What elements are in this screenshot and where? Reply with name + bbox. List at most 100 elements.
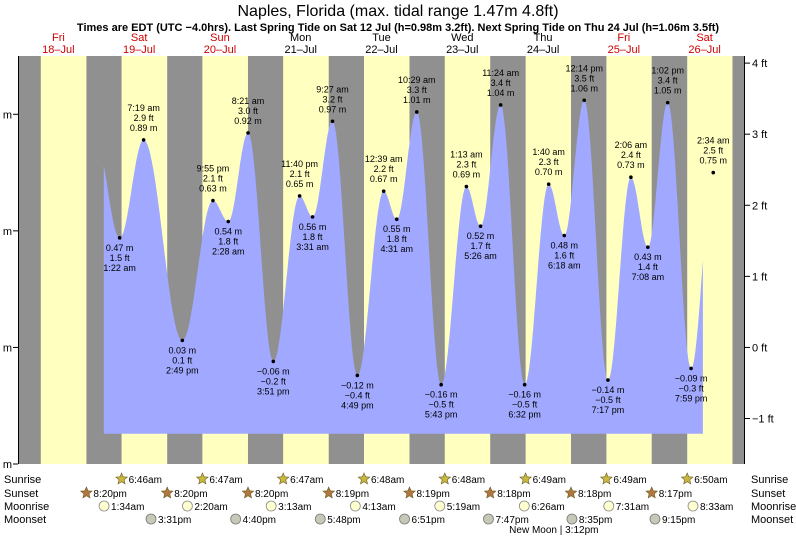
tide-time-label: 2:06 am <box>615 140 648 150</box>
tide-feet-label: −0.2 ft <box>261 376 287 386</box>
day-name-label: Thu <box>534 32 553 44</box>
tide-time-label: 6:32 pm <box>508 410 541 420</box>
day-name-label: Fri <box>52 32 65 44</box>
tide-metre-label: 0.92 m <box>234 116 262 126</box>
tide-time-label: 9:55 pm <box>197 164 230 174</box>
left-tick-label: 0.5 m <box>0 226 12 238</box>
day-name-label: Fri <box>617 32 630 44</box>
night-band <box>732 56 745 464</box>
tide-metre-label: 1.04 m <box>487 88 515 98</box>
tide-feet-label: −0.5 ft <box>595 395 621 405</box>
tide-feet-label: −0.4 ft <box>345 390 371 400</box>
moonrise-icon <box>349 500 361 512</box>
tide-time-label: 10:29 am <box>398 75 436 85</box>
tide-time-label: 8:21 am <box>232 96 265 106</box>
day-date-label: 24–Jul <box>527 44 559 56</box>
tide-point <box>464 184 469 189</box>
day-labels: Fri18–JulSat19–JulSun20–JulMon21–JulTue2… <box>42 32 721 56</box>
moonset-icon <box>483 513 494 525</box>
sunset-star-icon <box>160 486 174 499</box>
tide-point <box>498 103 503 107</box>
right-tick-label: 3 ft <box>752 129 767 141</box>
night-band <box>18 56 41 464</box>
tide-feet-label: 1.4 ft <box>638 262 659 272</box>
moonrise-time: 5:19am <box>447 502 480 513</box>
tide-metre-label: 0.52 m <box>467 231 495 241</box>
day-name-label: Wed <box>451 32 473 44</box>
tide-metre-label: 1.05 m <box>654 86 682 96</box>
moonrise-time: 8:33am <box>700 502 733 513</box>
left-tick-label: 1.0 m <box>0 109 12 121</box>
moonrise-icon <box>518 500 530 512</box>
day-date-label: 18–Jul <box>42 44 74 56</box>
tide-time-label: 1:40 am <box>532 147 565 157</box>
moonset-time: 3:31pm <box>158 515 191 526</box>
tide-metre-label: 1.01 m <box>403 95 431 105</box>
sunset-row-label-right: Sunset <box>751 488 785 500</box>
sunset-star-icon <box>79 486 93 499</box>
tide-time-label: 1:22 am <box>103 263 136 273</box>
tide-metre-label: 0.48 m <box>551 241 579 251</box>
moonset-time: 4:40pm <box>243 515 276 526</box>
tide-point <box>546 182 551 187</box>
tide-point <box>414 110 419 114</box>
tide-time-label: 7:59 pm <box>675 393 708 403</box>
sunrise-star-icon <box>357 472 371 485</box>
moonrise-icon <box>181 500 193 512</box>
tide-metre-label: −0.09 m <box>675 373 708 383</box>
tide-point <box>381 189 386 194</box>
tide-time-label: 1:02 pm <box>651 66 684 76</box>
day-date-label: 26–Jul <box>688 44 720 56</box>
day-name-label: Sat <box>696 32 713 44</box>
tide-time-label: 5:26 am <box>464 251 497 261</box>
sunrise-star-icon <box>599 472 613 485</box>
sunrise-row-label-right: Sunrise <box>751 474 788 486</box>
moonrise-icon <box>98 500 110 512</box>
tide-time-label: 3:31 am <box>296 242 329 252</box>
moonrise-icon <box>687 500 699 512</box>
sunset-time: 8:18pm <box>578 489 611 500</box>
tide-time-label: 2:49 pm <box>166 365 199 375</box>
tide-metre-label: 0.55 m <box>383 224 411 234</box>
sunrise-time: 6:49am <box>613 475 646 486</box>
tide-water-area <box>103 100 703 434</box>
moonrise-time: 1:34am <box>111 502 144 513</box>
moonrise-time: 7:31am <box>616 502 649 513</box>
tide-feet-label: 2.1 ft <box>203 174 224 184</box>
moonset-icon <box>649 513 661 525</box>
left-tick-label: 0.0 m <box>0 342 12 354</box>
tide-point <box>271 359 276 364</box>
tide-feet-label: 1.8 ft <box>218 237 239 247</box>
day-date-label: 22–Jul <box>365 44 397 56</box>
sunset-row-label-left: Sunset <box>4 488 38 500</box>
tide-time-label: 5:43 pm <box>425 410 458 420</box>
day-date-label: 23–Jul <box>446 44 478 56</box>
tide-feet-label: −0.3 ft <box>678 383 704 393</box>
sunset-time: 8:19pm <box>417 489 450 500</box>
chart-subtitle: Times are EDT (UTC −4.0hrs). Last Spring… <box>77 22 719 34</box>
tide-feet-label: 1.8 ft <box>303 232 324 242</box>
tide-feet-label: 0.1 ft <box>172 355 193 365</box>
tide-point <box>226 219 231 224</box>
moonrise-time: 6:26am <box>531 502 564 513</box>
sunset-star-icon <box>564 486 578 499</box>
sunset-time: 8:20pm <box>255 489 288 500</box>
moonrise-time: 4:13am <box>362 502 395 513</box>
tide-feet-label: 2.4 ft <box>621 150 642 160</box>
tide-metre-label: 0.67 m <box>370 174 398 184</box>
sunrise-time: 6:49am <box>533 475 566 486</box>
moonrise-time: 3:13am <box>278 502 311 513</box>
moonset-icon <box>314 513 326 525</box>
sunrise-time: 6:48am <box>452 475 485 486</box>
tide-time-label: 12:14 pm <box>565 63 603 73</box>
tide-feet-label: −0.5 ft <box>429 400 455 410</box>
sunrise-star-icon <box>276 472 290 485</box>
moonset-time: 5:48pm <box>327 515 360 526</box>
sunset-star-icon <box>403 486 416 499</box>
tide-point <box>478 224 483 228</box>
sunset-time: 8:18pm <box>497 489 530 500</box>
moonrise-icon <box>265 500 277 512</box>
sunset-time: 8:20pm <box>174 489 207 500</box>
tide-point <box>141 138 146 142</box>
